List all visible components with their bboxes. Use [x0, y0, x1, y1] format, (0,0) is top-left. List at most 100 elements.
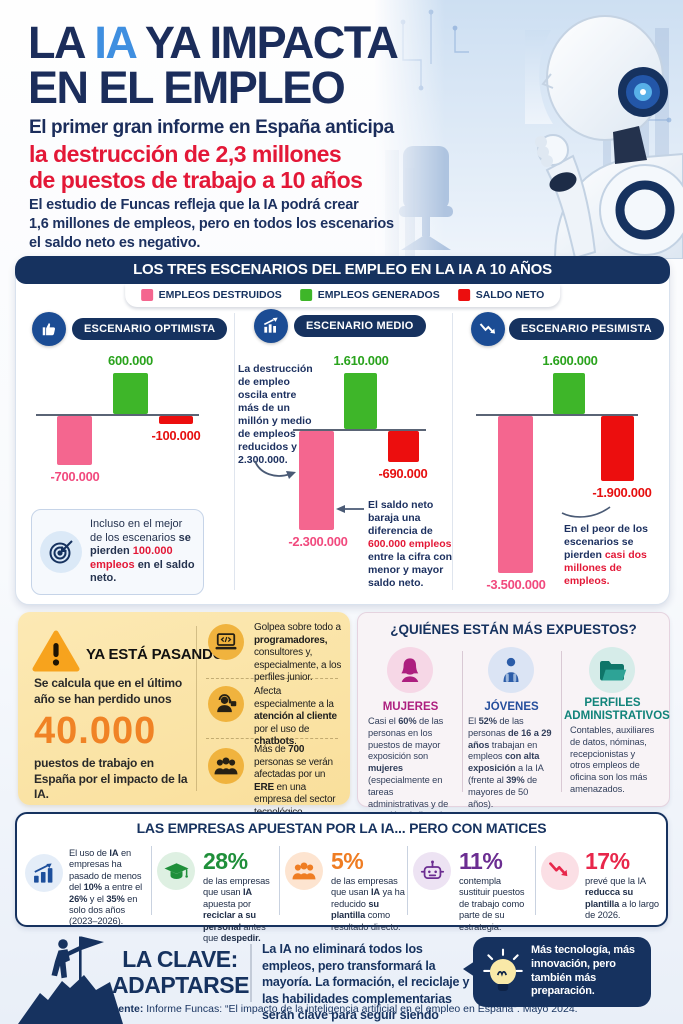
- legend-item-destroyed: EMPLEOS DESTRUIDOS: [140, 289, 282, 301]
- legend-chip-red: [457, 289, 470, 301]
- note-part: En el peor de los escenarios se pierden: [564, 523, 649, 561]
- text-part: despedir.: [220, 933, 261, 944]
- text-part: a entre el: [101, 882, 143, 893]
- text-part: como resultado directo.: [331, 910, 401, 932]
- source-text: Informe Funcas: “El impacto de la inteli…: [143, 1003, 578, 1015]
- exposed-header: ¿QUIÉNES ESTÁN MÁS EXPUESTOS?: [390, 622, 637, 637]
- item-part: 700: [288, 744, 305, 755]
- value-generated: 1.600.000: [542, 353, 598, 368]
- text-part: de mayores de 50 años).: [468, 774, 538, 809]
- text-part: con alta exposición: [468, 751, 540, 774]
- exposed-text-jovenes: El 52% de las personas de 16 a 29 años t…: [468, 716, 554, 810]
- happening-big-number: 40.000: [34, 710, 157, 752]
- item-part: ERE: [254, 781, 274, 793]
- happening-text-1: Se calcula que en el último año se han p…: [34, 676, 182, 706]
- bar-net: [159, 416, 193, 424]
- column-divider: [234, 313, 235, 590]
- happening-box: YA ESTÁ PASANDO Se calcula que en el últ…: [18, 612, 350, 818]
- scenario-title-optimista: ESCENARIO OPTIMISTA: [72, 318, 228, 340]
- divider: [250, 944, 252, 1002]
- title-line1: LA IA YA IMPACTA: [28, 20, 399, 65]
- subtitle: El primer gran informe en España anticip…: [29, 117, 394, 138]
- axis-optimista: [36, 414, 199, 416]
- happening-title: YA ESTÁ PASANDO: [86, 646, 225, 663]
- text-part: en solo dos años (2023–2026).: [69, 893, 138, 927]
- note-part: Incluso en el mejor de los escenarios: [90, 518, 183, 544]
- pesimista-note: En el peor de los escenarios se pierden …: [564, 523, 660, 588]
- declining-line-icon: [471, 312, 505, 346]
- value-generated: 1.610.000: [333, 353, 389, 368]
- key-text: La IA no eliminará todos los empleos, pe…: [262, 942, 470, 1022]
- text-part: 52%: [478, 716, 497, 726]
- key-title-line1: LA CLAVE:: [122, 946, 238, 972]
- bubble-text: Más tecnología, más innovación, pero tam…: [531, 944, 635, 998]
- text-part: de 16 a 29 años: [468, 727, 552, 750]
- optimista-note-text: Incluso en el mejor de los escenarios se…: [90, 518, 195, 586]
- item-part: programadores,: [254, 634, 328, 646]
- bar-destroyed: [498, 416, 533, 573]
- decline-arrow-icon: [541, 852, 579, 890]
- happening-item-3: Más de 700 personas se verán afectadas p…: [254, 744, 342, 819]
- source-line: Fuente: Informe Funcas: “El impacto de l…: [0, 1003, 683, 1015]
- column-divider: [452, 313, 453, 590]
- axis-pesimista: [476, 414, 638, 416]
- people-orange-icon: [285, 852, 323, 890]
- text-part: de las empresas que usan: [331, 876, 398, 898]
- highlight-line2: de puestos de trabajo a 10 años: [29, 167, 363, 193]
- exposed-text-perfiles: Contables, auxiliares de datos, nóminas,…: [570, 725, 655, 794]
- lightbulb-icon: [483, 948, 523, 991]
- note-part: se pierden: [90, 531, 191, 558]
- value-destroyed: -2.300.000: [288, 534, 348, 549]
- text-part: Casi el: [368, 716, 399, 726]
- text-part: El uso de: [69, 848, 110, 858]
- divider: [196, 626, 197, 791]
- exposed-title-mujeres: MUJERES: [382, 701, 439, 713]
- happening-item-2: Afecta especialmente a la atención al cl…: [254, 686, 342, 749]
- item-part: consultores y, especialmente, a los perf…: [254, 647, 342, 683]
- note-part: entre la cifra con menor y mayor saldo n…: [368, 551, 453, 589]
- item-part: Golpea sobre todo a: [254, 622, 341, 633]
- legend-chip-pink: [140, 289, 153, 301]
- bar-chart-icon: [254, 309, 288, 343]
- text-part: reciclar a su personal: [203, 910, 256, 932]
- left-arrow-icon: [336, 505, 364, 513]
- text-part: 35%: [106, 893, 125, 904]
- scenario-title-medio: ESCENARIO MEDIO: [294, 315, 426, 337]
- intro-line1: El estudio de Funcas refleja que la IA p…: [29, 197, 359, 213]
- companies-stat-4: contempla sustituir puestos de trabajo c…: [459, 876, 525, 932]
- page-title: LA IA YA IMPACTA EN EL EMPLEO: [28, 20, 399, 110]
- note-part: 100.000 empleos: [90, 545, 173, 571]
- legend-label: EMPLEOS DESTRUIDOS: [158, 289, 282, 301]
- axis-medio: [293, 429, 426, 431]
- note-part: El saldo neto baraja una diferencia de: [368, 499, 434, 537]
- note-part: casi dos millones de empleos.: [564, 549, 647, 587]
- source-label: Fuente:: [105, 1003, 144, 1015]
- young-person-icon: [488, 647, 534, 693]
- text-part: antes que: [203, 921, 266, 944]
- dashed-separator: [206, 738, 338, 739]
- item-part: chatbots: [254, 736, 295, 747]
- bar-generated: [113, 373, 148, 414]
- text-part: trabajan en empleos: [468, 739, 538, 762]
- intro-line2: 1,6 millones de empleos, pero en todos l…: [29, 216, 394, 232]
- thumbs-up-icon: [32, 312, 66, 346]
- legend-item-generated: EMPLEOS GENERADOS: [299, 289, 440, 301]
- text-part: prevé que la IA: [585, 876, 646, 886]
- item-part: Más de: [254, 744, 289, 755]
- divider: [407, 846, 408, 915]
- legend-label: SALDO NETO: [475, 289, 545, 301]
- item-part: .: [294, 736, 297, 747]
- scenario-title-pesimista: ESCENARIO PESIMISTA: [509, 318, 664, 340]
- robot-thinking-icon: [375, 0, 683, 260]
- bar-destroyed: [57, 416, 92, 465]
- curve-connector-icon: [561, 506, 611, 518]
- companies-box: LAS EMPRESAS APUESTAN POR LA IA... PERO …: [15, 812, 668, 943]
- divider: [279, 846, 280, 915]
- text-part: en empresas ha pasado de menos del: [69, 848, 142, 893]
- exposed-title-perfiles: PERFILES ADMINISTRATIVOS: [564, 697, 670, 722]
- companies-stat-3: de las empresas que usan IA ya ha reduci…: [331, 876, 405, 933]
- optimista-note: Incluso en el mejor de los escenarios se…: [31, 509, 204, 595]
- graduation-cap-icon: [157, 852, 195, 890]
- exposed-box: ¿QUIÉNES ESTÁN MÁS EXPUESTOS? MUJERES Ca…: [357, 612, 670, 820]
